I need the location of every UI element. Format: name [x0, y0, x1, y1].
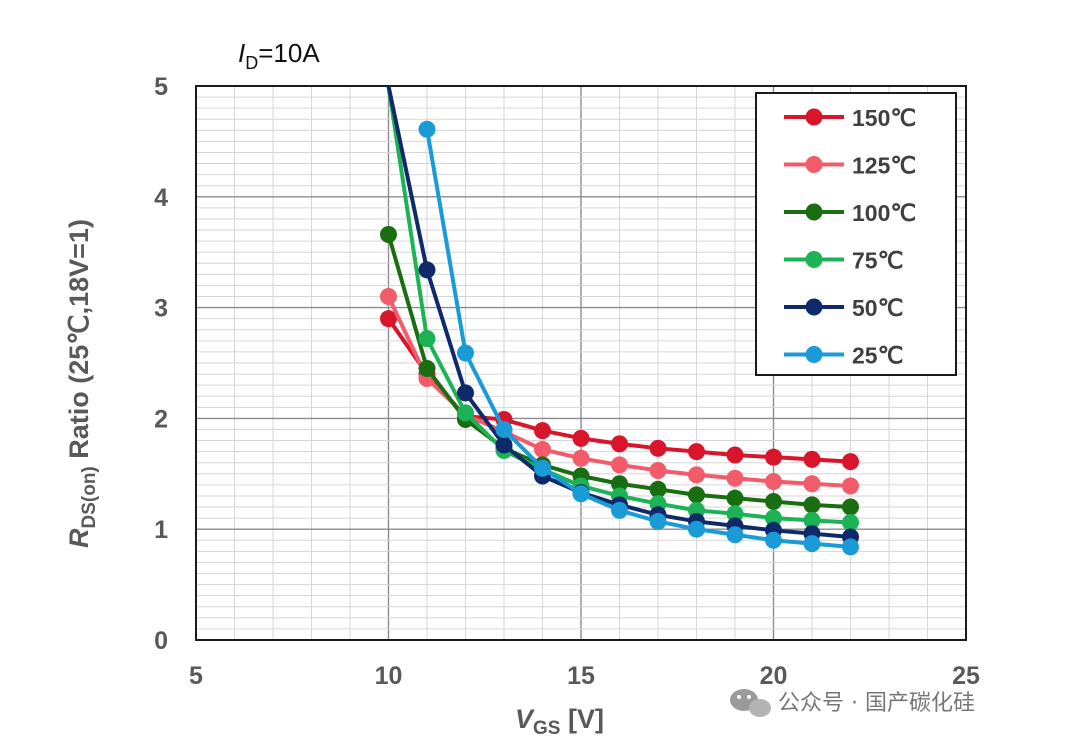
legend-label: 50℃	[852, 295, 903, 321]
data-point	[380, 225, 397, 243]
data-point	[765, 448, 782, 466]
data-point	[803, 511, 821, 529]
x-tick-label: 25	[952, 662, 980, 690]
legend-swatch-marker	[805, 156, 823, 173]
legend-label: 25℃	[852, 343, 903, 369]
data-point	[803, 475, 821, 493]
watermark-text: 公众号 · 国产碳化硅	[778, 691, 975, 716]
data-point	[611, 456, 628, 474]
x-tick-label: 15	[567, 662, 595, 690]
data-point	[688, 466, 705, 484]
legend-label: 75℃	[852, 248, 903, 274]
legend-label: 150℃	[852, 105, 916, 131]
x-tick-labels: 5 10 15 20 25	[189, 662, 980, 690]
watermark: 公众号 · 国产碳化硅	[730, 689, 975, 717]
data-point	[726, 446, 744, 464]
data-point	[842, 453, 859, 471]
data-point	[534, 440, 551, 458]
data-point	[803, 450, 821, 468]
data-point	[842, 477, 859, 495]
series-layer	[380, 85, 859, 556]
legend-swatch-marker	[805, 203, 823, 221]
legend-box	[755, 92, 957, 376]
y-tick-label: 4	[154, 184, 168, 212]
data-point	[418, 120, 436, 138]
data-point	[842, 514, 859, 532]
data-point	[457, 384, 474, 402]
legend-swatch-marker	[805, 346, 823, 363]
legend: 150℃ 125℃ 100℃ 75℃ 50℃ 25℃	[755, 92, 957, 376]
data-point	[380, 288, 397, 306]
y-tick-label: 3	[154, 295, 168, 323]
data-point	[457, 404, 474, 422]
data-point	[611, 501, 628, 519]
data-point	[765, 473, 782, 491]
data-point	[726, 526, 744, 544]
legend-item: 150℃	[784, 105, 916, 131]
data-point	[495, 436, 513, 454]
x-tick-label: 20	[760, 662, 788, 690]
x-tick-label: 5	[189, 662, 203, 690]
data-point	[842, 498, 859, 516]
legend-item: 25℃	[784, 343, 903, 369]
legend-swatch-marker	[805, 108, 823, 126]
data-point	[611, 475, 628, 493]
data-point	[726, 505, 744, 523]
legend-item: 75℃	[784, 248, 903, 274]
data-point	[688, 486, 705, 504]
data-point	[803, 496, 821, 514]
legend-item: 125℃	[784, 153, 916, 179]
data-point	[688, 443, 705, 461]
data-point	[726, 489, 744, 507]
data-point	[649, 480, 667, 498]
legend-swatch-marker	[805, 251, 823, 268]
data-point	[572, 485, 590, 503]
data-point	[418, 330, 436, 348]
data-point	[688, 520, 705, 538]
y-tick-label: 2	[154, 405, 168, 433]
data-point	[495, 420, 513, 438]
y-tick-label: 1	[154, 516, 168, 544]
plot-area-frame	[195, 85, 967, 641]
data-point	[765, 509, 782, 527]
x-axis-title: VGS [V]	[515, 704, 604, 739]
data-point	[418, 261, 436, 279]
legend-item: 50℃	[784, 295, 903, 321]
data-point	[534, 459, 551, 477]
data-point	[765, 493, 782, 510]
y-tick-labels: 0 1 2 3 4 5	[154, 73, 168, 655]
data-point	[418, 360, 436, 378]
data-point	[572, 449, 590, 467]
data-point	[572, 429, 590, 447]
data-point	[765, 531, 782, 549]
wechat-icon	[730, 689, 771, 717]
data-point	[380, 310, 397, 328]
y-axis-title: RDS(on) Ratio (25℃,18V=1)	[64, 219, 100, 548]
data-point	[842, 538, 859, 556]
data-point	[649, 512, 667, 530]
series-5	[418, 120, 859, 556]
legend-swatch-marker	[805, 298, 823, 316]
data-point	[534, 422, 551, 440]
x-tick-label: 10	[375, 662, 403, 690]
data-point	[803, 535, 821, 553]
condition-annotation: ID=10A	[238, 38, 320, 73]
data-point	[649, 461, 667, 479]
legend-label: 125℃	[852, 153, 916, 179]
data-point	[649, 439, 667, 457]
y-tick-label: 5	[154, 73, 168, 101]
data-point	[611, 435, 628, 453]
y-tick-label: 0	[154, 627, 168, 655]
data-point	[457, 344, 474, 362]
data-point	[726, 469, 744, 487]
legend-item: 100℃	[784, 200, 916, 226]
legend-label: 100℃	[852, 200, 916, 226]
